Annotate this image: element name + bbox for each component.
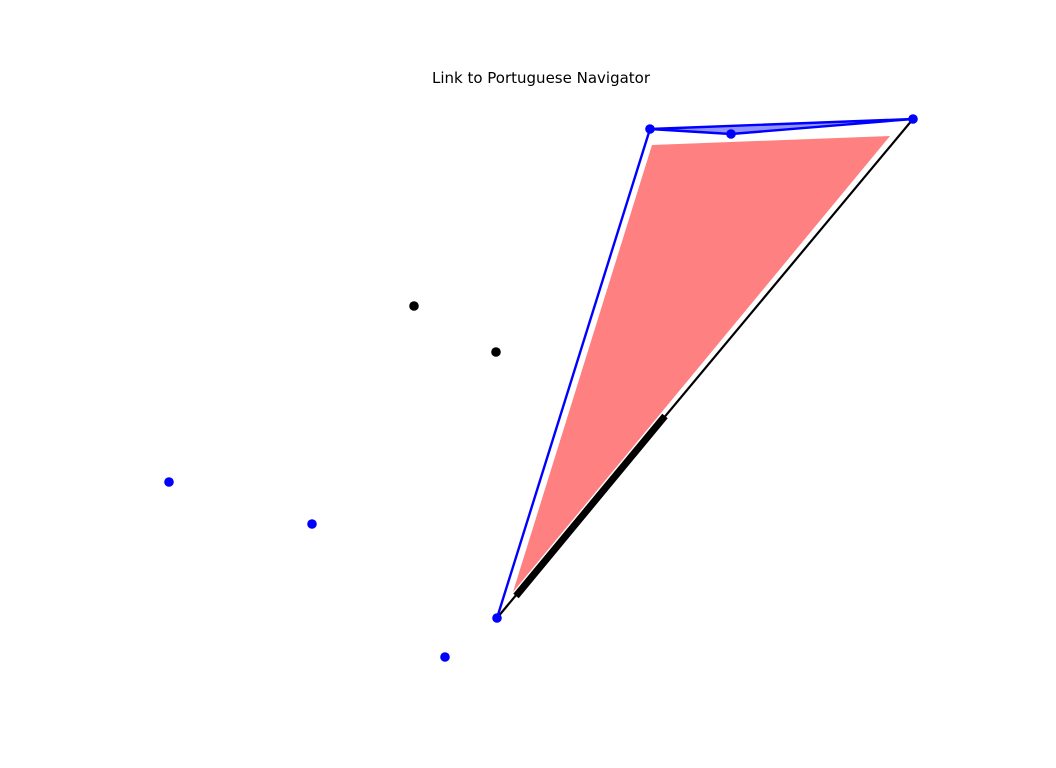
- figure-title: Link to Portuguese Navigator: [431, 69, 651, 87]
- blue-vertex-top-right: [908, 114, 918, 124]
- blue-vertex-top-mid: [726, 129, 736, 139]
- red-triangle: [513, 136, 890, 592]
- blue-point: [307, 519, 317, 529]
- thick-black-segment: [513, 413, 668, 599]
- blue-point: [164, 477, 174, 487]
- blue-point: [440, 652, 450, 662]
- black-point: [409, 301, 419, 311]
- black-point: [491, 347, 501, 357]
- blue-sliver-fill: [650, 119, 913, 134]
- blue-vertex-top-left: [645, 124, 655, 134]
- blue-vertex-bottom: [492, 613, 502, 623]
